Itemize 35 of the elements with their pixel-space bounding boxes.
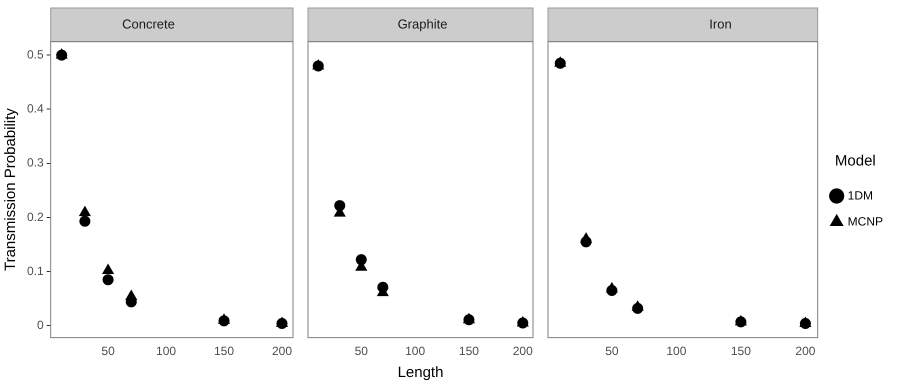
point [580, 232, 592, 243]
y-tick-label: 0.3 [26, 156, 44, 170]
chart-title: Graphite [398, 16, 448, 32]
point [218, 314, 230, 324]
x-axis-title: Length [398, 364, 444, 382]
point [126, 290, 137, 300]
x-tick-label: 50 [354, 344, 368, 358]
y-tick-label: 0.1 [26, 264, 44, 278]
x-tick-label: 150 [458, 344, 480, 358]
legend-label: MCNP [848, 214, 884, 228]
point [632, 300, 644, 311]
point [79, 216, 90, 227]
x-tick-label: 50 [101, 344, 116, 358]
point [102, 274, 114, 286]
y-tick-label: 0.2 [26, 210, 44, 224]
x-tick-label: 150 [730, 344, 752, 358]
legend-label: 1DM [848, 188, 874, 202]
legend-title: Model [834, 152, 876, 170]
x-tick-label: 100 [405, 344, 426, 358]
x-tick-label: 100 [156, 344, 176, 358]
x-tick-label: 200 [512, 344, 534, 358]
y-tick-label: 0.4 [26, 102, 44, 116]
chart-title: Concrete [122, 16, 175, 32]
point [79, 206, 91, 216]
x-tick-label: 50 [605, 344, 619, 358]
x-tick-label: 150 [214, 344, 234, 358]
point [102, 264, 114, 274]
chart-title: Iron [709, 16, 732, 32]
point [606, 282, 618, 292]
x-tick-label: 200 [272, 344, 292, 358]
y-axis-title: Transmission Probability [2, 108, 20, 272]
y-tick-label: 0 [36, 318, 44, 332]
x-tick-label: 100 [666, 344, 687, 358]
y-tick-label: 0.5 [26, 47, 44, 62]
x-tick-label: 200 [795, 344, 816, 358]
